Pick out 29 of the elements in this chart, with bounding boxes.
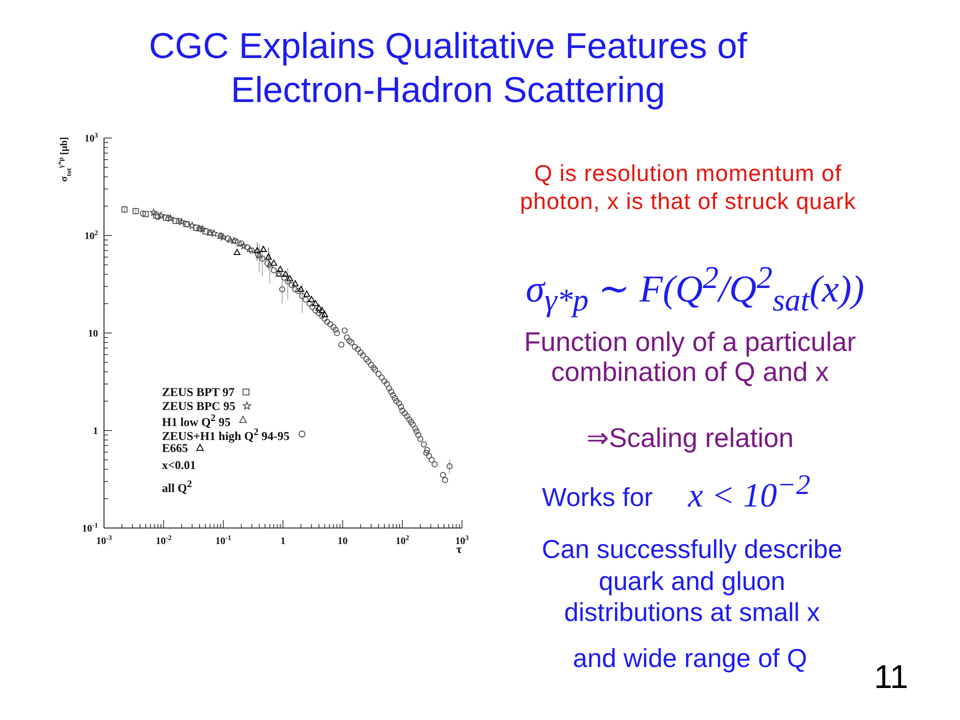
annotation: x<0.01	[162, 458, 196, 473]
x-tick-label: 10$^{-1}$	[215, 534, 232, 547]
text: and wide range of Q	[572, 642, 808, 674]
x-tick-label: 10$^{3}$	[455, 534, 470, 547]
y-tick-label: 1	[93, 426, 98, 437]
x-tick-label: 10$^{-3}$	[96, 534, 112, 547]
y-tick-label: 10$^{-1}$	[82, 522, 98, 534]
y-tick-label: 10$^{3}$	[84, 132, 98, 144]
y-tick-label: 10	[88, 328, 98, 340]
text: 11	[874, 657, 908, 697]
text: x < 10$^{−2}$	[688, 469, 810, 516]
text: Works for	[542, 481, 653, 513]
text: σ$_{γ*p}$ ∼ F(Q$^{2}$/Q$^{2}$$_{sat}$(x))	[524, 259, 866, 320]
text: Can successfully describe quark and gluon distributions at small x	[540, 534, 844, 628]
legend-label: E665	[162, 441, 188, 455]
x-tick-label: 10	[338, 536, 348, 547]
legend-label: ZEUS BPT 97	[162, 385, 234, 399]
x-tick-label: 10$^{2}$	[396, 534, 410, 547]
text: Function only of a particular combination of Q and x	[523, 327, 857, 387]
legend-label: H1 low Q$^{2}$ 95	[162, 412, 231, 428]
y-tick-label: 10$^{2}$	[84, 229, 98, 242]
text: Q is resolution momentum of photon, x is that of struck quark	[518, 159, 858, 215]
annotation: all Q$^{2}$	[162, 478, 192, 496]
text: ⇒Scaling relation	[585, 422, 795, 455]
x-tick-label: 10$^{-2}$	[156, 534, 172, 547]
chart-title: CGC Explains Qualitative Features of Electron-Hadron Scattering	[148, 24, 748, 112]
x-tick-label: 1	[280, 536, 286, 547]
legend-label: ZEUS BPC 95	[162, 399, 236, 413]
legend-label: ZEUS+H1 high Q$^{2}$ 94-95	[162, 426, 290, 442]
